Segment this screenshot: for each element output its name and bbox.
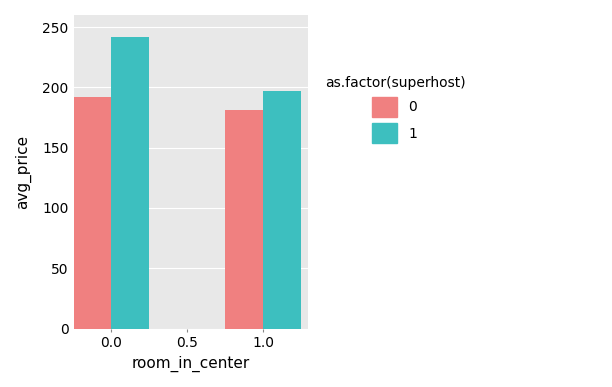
Bar (111, 37, 149, 329)
Bar (73, 97, 111, 329)
Y-axis label: avg_price: avg_price (15, 135, 31, 209)
X-axis label: room_in_center: room_in_center (132, 356, 250, 372)
Bar (225, 110, 263, 329)
Bar (263, 91, 301, 329)
Legend: 0, 1: 0, 1 (318, 69, 472, 150)
